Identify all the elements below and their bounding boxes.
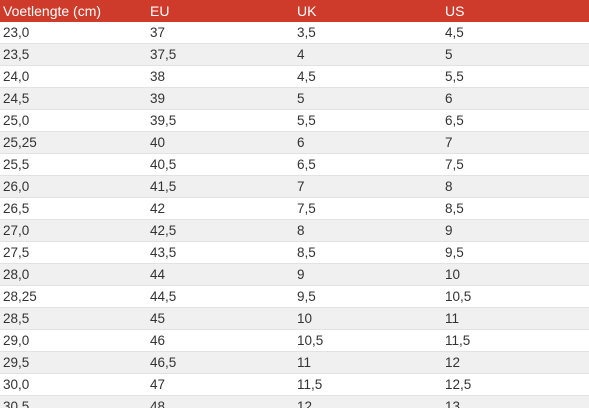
cell-us: 12,5 [442, 373, 589, 396]
cell-foot-length: 29,0 [0, 329, 147, 352]
cell-foot-length: 27,0 [0, 219, 147, 242]
cell-us: 11 [442, 307, 589, 330]
cell-eu: 40 [147, 131, 294, 154]
table-body: 23,0 37 3,5 4,5 23,5 37,5 4 5 24,0 38 4,5 5,5 24,5 39… [0, 22, 589, 408]
cell-foot-length: 29,5 [0, 351, 147, 374]
cell-eu: 39 [147, 87, 294, 110]
column-header-foot-length: Voetlengte (cm) [3, 3, 102, 19]
cell-uk: 5,5 [294, 109, 442, 132]
cell-uk: 7 [294, 175, 442, 198]
cell-us: 8 [442, 175, 589, 198]
header-row: Voetlengte (cm) EU UK US [0, 0, 589, 22]
table-row: 24,5 39 5 6 [0, 87, 589, 110]
cell-foot-length: 25,5 [0, 153, 147, 176]
table-row: 23,5 37,5 4 5 [0, 43, 589, 66]
table-row: 29,0 46 10,5 11,5 [0, 329, 589, 352]
cell-foot-length: 27,5 [0, 241, 147, 264]
cell-eu: 44,5 [147, 285, 294, 308]
cell-us: 9 [442, 219, 589, 242]
cell-foot-length: 28,25 [0, 285, 147, 308]
cell-foot-length: 30,0 [0, 373, 147, 396]
cell-eu: 44 [147, 263, 294, 286]
cell-foot-length: 25,0 [0, 109, 147, 132]
cell-us: 8,5 [442, 197, 589, 220]
column-header-uk: UK [297, 3, 317, 19]
cell-eu: 39,5 [147, 109, 294, 132]
table-row: 25,5 40,5 6,5 7,5 [0, 153, 589, 176]
cell-eu: 43,5 [147, 241, 294, 264]
column-header-eu: EU [150, 3, 170, 19]
cell-us: 6,5 [442, 109, 589, 132]
cell-us: 12 [442, 351, 589, 374]
cell-us: 5 [442, 43, 589, 66]
cell-us: 7 [442, 131, 589, 154]
table-row: 28,25 44,5 9,5 10,5 [0, 285, 589, 308]
cell-foot-length: 26,5 [0, 197, 147, 220]
cell-eu: 38 [147, 65, 294, 88]
table-header: Voetlengte (cm) EU UK US [0, 0, 589, 22]
cell-eu: 42,5 [147, 219, 294, 242]
cell-eu: 41,5 [147, 175, 294, 198]
cell-foot-length: 24,0 [0, 65, 147, 88]
cell-eu: 42 [147, 197, 294, 220]
cell-eu: 40,5 [147, 153, 294, 176]
cell-eu: 37 [147, 22, 294, 44]
cell-foot-length: 28,0 [0, 263, 147, 286]
cell-uk: 9 [294, 263, 442, 286]
cell-eu: 48 [147, 395, 294, 408]
cell-uk: 4 [294, 43, 442, 66]
table-row: 30,5 48 12 13 [0, 395, 589, 408]
cell-eu: 37,5 [147, 43, 294, 66]
table-row: 27,5 43,5 8,5 9,5 [0, 241, 589, 264]
cell-us: 9,5 [442, 241, 589, 264]
cell-us: 11,5 [442, 329, 589, 352]
cell-eu: 45 [147, 307, 294, 330]
table-row: 28,0 44 9 10 [0, 263, 589, 286]
table-row: 23,0 37 3,5 4,5 [0, 22, 589, 44]
cell-uk: 7,5 [294, 197, 442, 220]
cell-uk: 11 [294, 351, 442, 374]
cell-eu: 46 [147, 329, 294, 352]
table-row: 26,5 42 7,5 8,5 [0, 197, 589, 220]
cell-foot-length: 23,0 [0, 22, 147, 44]
cell-foot-length: 24,5 [0, 87, 147, 110]
table-row: 25,25 40 6 7 [0, 131, 589, 154]
column-header-us: US [445, 3, 465, 19]
cell-us: 4,5 [442, 22, 589, 44]
cell-uk: 12 [294, 395, 442, 408]
cell-uk: 9,5 [294, 285, 442, 308]
cell-us: 10,5 [442, 285, 589, 308]
cell-uk: 8 [294, 219, 442, 242]
table-row: 24,0 38 4,5 5,5 [0, 65, 589, 88]
cell-foot-length: 30,5 [0, 395, 147, 408]
cell-us: 6 [442, 87, 589, 110]
table-row: 25,0 39,5 5,5 6,5 [0, 109, 589, 132]
table-row: 30,0 47 11,5 12,5 [0, 373, 589, 396]
table-row: 29,5 46,5 11 12 [0, 351, 589, 374]
cell-us: 10 [442, 263, 589, 286]
table-row: 27,0 42,5 8 9 [0, 219, 589, 242]
cell-uk: 10,5 [294, 329, 442, 352]
cell-uk: 6,5 [294, 153, 442, 176]
cell-foot-length: 23,5 [0, 43, 147, 66]
cell-us: 7,5 [442, 153, 589, 176]
table-row: 28,5 45 10 11 [0, 307, 589, 330]
cell-uk: 11,5 [294, 373, 442, 396]
cell-foot-length: 26,0 [0, 175, 147, 198]
cell-eu: 47 [147, 373, 294, 396]
cell-foot-length: 25,25 [0, 131, 147, 154]
cell-uk: 6 [294, 131, 442, 154]
cell-uk: 5 [294, 87, 442, 110]
cell-us: 13 [442, 395, 589, 408]
cell-uk: 8,5 [294, 241, 442, 264]
cell-uk: 10 [294, 307, 442, 330]
cell-eu: 46,5 [147, 351, 294, 374]
cell-foot-length: 28,5 [0, 307, 147, 330]
cell-uk: 3,5 [294, 22, 442, 44]
table-row: 26,0 41,5 7 8 [0, 175, 589, 198]
cell-uk: 4,5 [294, 65, 442, 88]
cell-us: 5,5 [442, 65, 589, 88]
